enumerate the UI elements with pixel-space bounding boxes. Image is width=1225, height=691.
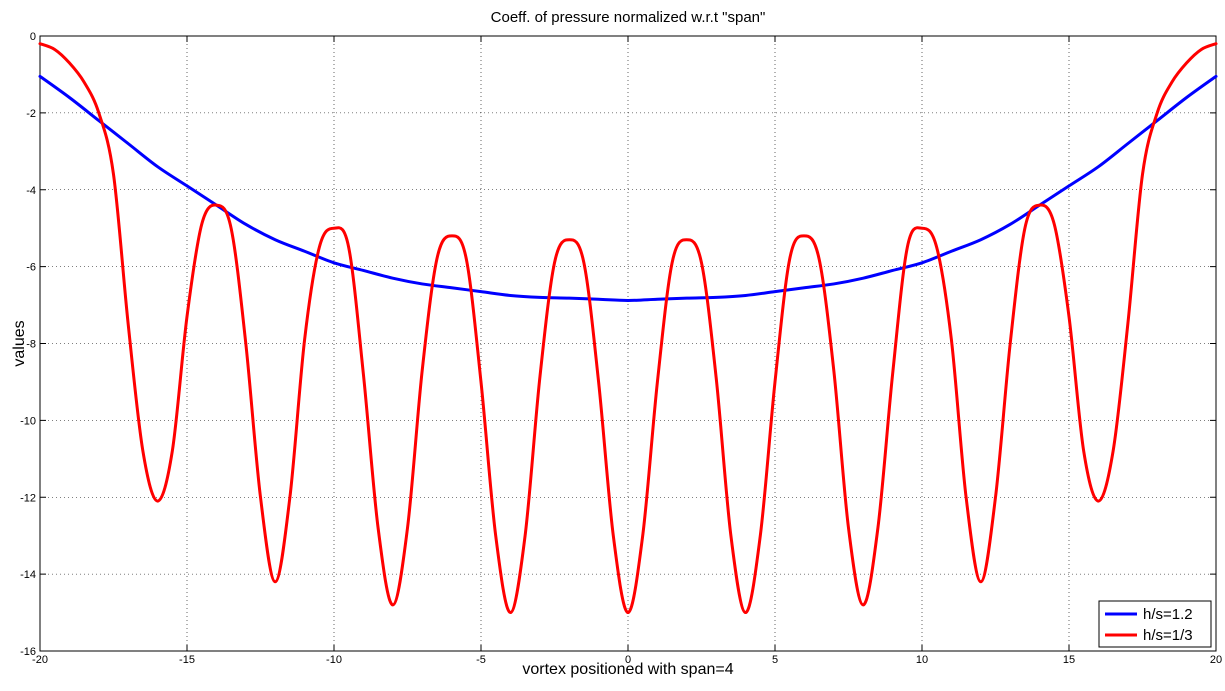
x-tick-label: 5 [772, 654, 778, 666]
x-tick-label: -10 [326, 654, 342, 666]
y-tick-label: 0 [30, 31, 36, 43]
series-line-2 [38, 42, 1218, 615]
y-tick-label: -16 [20, 646, 36, 658]
x-tick-label: 0 [625, 654, 631, 666]
x-tick-label: -20 [32, 654, 48, 666]
x-tick-label: 20 [1210, 654, 1222, 666]
chart-title: Coeff. of pressure normalized w.r.t "spa… [491, 9, 766, 26]
y-tick-label: -4 [26, 185, 36, 197]
grid [40, 36, 1216, 651]
legend-label: h/s=1/3 [1143, 627, 1193, 644]
x-tick-label: 10 [916, 654, 928, 666]
y-tick-label: -8 [26, 339, 36, 351]
series-layer [38, 42, 1218, 615]
x-tick-label: 15 [1063, 654, 1075, 666]
legend-box [1098, 600, 1212, 648]
y-tick-label: -12 [20, 492, 36, 504]
y-tick-label: -6 [26, 262, 36, 274]
legend: h/s=1.2 h/s=1/3 [1098, 600, 1212, 648]
series-line-1 [38, 74, 1218, 302]
x-tick-label: -5 [476, 654, 486, 666]
y-tick-label: -2 [26, 108, 36, 120]
legend-label: h/s=1.2 [1143, 606, 1193, 623]
x-axis-title: vortex positioned with span=4 [522, 661, 733, 678]
axis-ticks: -20 -15 -10 -5 0 5 10 15 20 0 -2 -4 -6 -8 -10 -12 -14 -16 [20, 31, 1222, 666]
x-tick-label: -15 [179, 654, 195, 666]
y-axis-title: values [11, 320, 28, 366]
y-tick-label: -10 [20, 415, 36, 427]
y-tick-label: -14 [20, 569, 36, 581]
